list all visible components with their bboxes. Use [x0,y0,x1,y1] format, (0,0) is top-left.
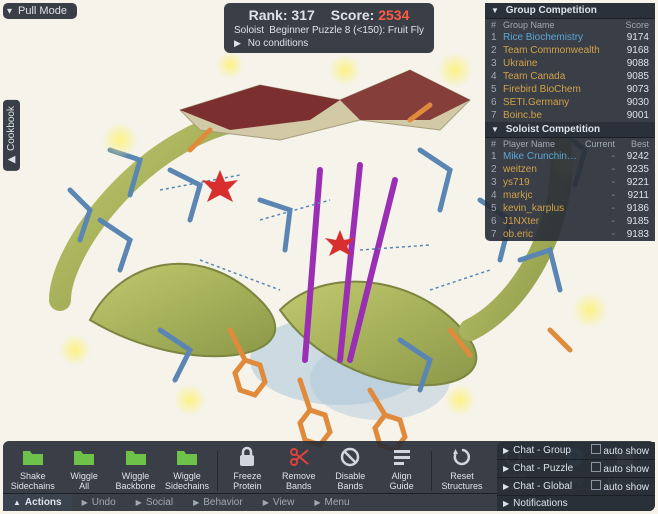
wiggle-backbone-button[interactable]: WiggleBackbone [112,445,159,491]
chevron-icon: ▶ [82,498,88,507]
align-icon [390,445,414,469]
leaderboard-soloist-row[interactable]: 1Mike Crunching for Physics-9242 [485,150,655,163]
group-competition-header[interactable]: ▼ Group Competition [485,3,655,19]
chevron-icon: ▶ [136,498,142,507]
wiggle-all-button[interactable]: WiggleAll [60,445,107,491]
leaderboard-group-row[interactable]: 2Team Commonwealth9168 [485,44,655,57]
collapse-icon: ▼ [491,125,499,134]
reset-structures-button[interactable]: ResetStructures [438,445,485,491]
tab-view[interactable]: ▶View [253,494,305,511]
lock-icon [235,445,259,469]
chevron-icon: ▶ [503,482,509,491]
puzzle-name: Beginner Puzzle 8 (<150): Fruit Fly [269,25,424,36]
chevron-icon: ▲ [13,498,21,507]
leaderboard-panel: ▼ Group Competition # Group Name Score 1… [485,3,655,241]
mode-chevron-icon: ▾ [7,6,12,17]
disable-bands-button[interactable]: DisableBands [327,445,374,491]
leaderboard-group-row[interactable]: 3Ukraine9088 [485,57,655,70]
reset-icon [450,445,474,469]
chat-panel: ▶Chat - Group auto show▶Chat - Puzzle au… [497,442,655,511]
chevron-icon: ▶ [263,498,269,507]
tab-actions[interactable]: ▲Actions [3,494,72,511]
leaderboard-group-row[interactable]: 6SETI.Germany9030 [485,96,655,109]
score-category: Soloist [234,25,264,36]
conditions-label: No conditions [248,38,309,49]
leaderboard-group-row[interactable]: 5Firebird BioChem9073 [485,83,655,96]
soloist-competition-header[interactable]: ▼ Soloist Competition [485,122,655,138]
leaderboard-soloist-row[interactable]: 7ob.eric-9183 [485,228,655,241]
notifications-row[interactable]: ▶Notifications [497,495,655,511]
chat-group-autoshow-checkbox[interactable]: auto show [591,444,649,457]
leaderboard-group-row[interactable]: 4Team Canada9085 [485,70,655,83]
chat-global-autoshow-checkbox[interactable]: auto show [591,480,649,493]
tab-social[interactable]: ▶Social [126,494,183,511]
tab-undo[interactable]: ▶Undo [72,494,126,511]
freeze-protein-button[interactable]: FreezeProtein [224,445,271,491]
align-guide-button[interactable]: AlignGuide [378,445,425,491]
shake-sidechains-button[interactable]: ShakeSidechains [9,445,56,491]
tab-menu[interactable]: ▶Menu [304,494,359,511]
cookbook-tab[interactable]: ▶ Cookbook [3,100,20,171]
folder-icon [21,445,45,469]
leaderboard-soloist-row[interactable]: 5kevin_karplus-9186 [485,202,655,215]
leaderboard-soloist-row[interactable]: 2weitzen-9235 [485,163,655,176]
chevron-icon: ▶ [503,464,509,473]
leaderboard-soloist-row[interactable]: 4markjc-9211 [485,189,655,202]
folder-icon [124,445,148,469]
ban-icon [338,445,362,469]
remove-bands-button[interactable]: RemoveBands [275,445,322,491]
chat-global-row[interactable]: ▶Chat - Global auto show [497,477,655,495]
chevron-icon: ▶ [193,498,199,507]
wiggle-sidechains-button[interactable]: WiggleSidechains [163,445,210,491]
score-value: 2534 [378,7,409,23]
leaderboard-group-row[interactable]: 7Boinc.be9001 [485,109,655,122]
rank-label: Rank: [249,7,288,23]
score-label: Score: [331,7,375,23]
rank-value: 317 [291,7,314,23]
chat-puzzle-row[interactable]: ▶Chat - Puzzle auto show [497,459,655,477]
folder-icon [175,445,199,469]
chevron-icon: ▶ [503,499,509,508]
leaderboard-soloist-row[interactable]: 3ys719-9221 [485,176,655,189]
leaderboard-group-row[interactable]: 1Rice Biochemistry9174 [485,31,655,44]
conditions-toggle-icon[interactable]: ▶ [234,38,241,48]
collapse-icon: ▼ [491,6,499,15]
folder-icon [72,445,96,469]
tab-behavior[interactable]: ▶Behavior [183,494,253,511]
leaderboard-soloist-row[interactable]: 6J1NXter-9185 [485,215,655,228]
chat-group-row[interactable]: ▶Chat - Group auto show [497,442,655,459]
chevron-icon: ▶ [314,498,320,507]
mode-label: Pull Mode [18,5,67,17]
score-panel: Rank: 317 Score: 2534 Soloist Beginner P… [224,3,434,53]
scissors-icon [287,445,311,469]
mode-dropdown[interactable]: ▾ Pull Mode [3,3,77,19]
chevron-icon: ▶ [503,446,509,455]
chat-puzzle-autoshow-checkbox[interactable]: auto show [591,462,649,475]
